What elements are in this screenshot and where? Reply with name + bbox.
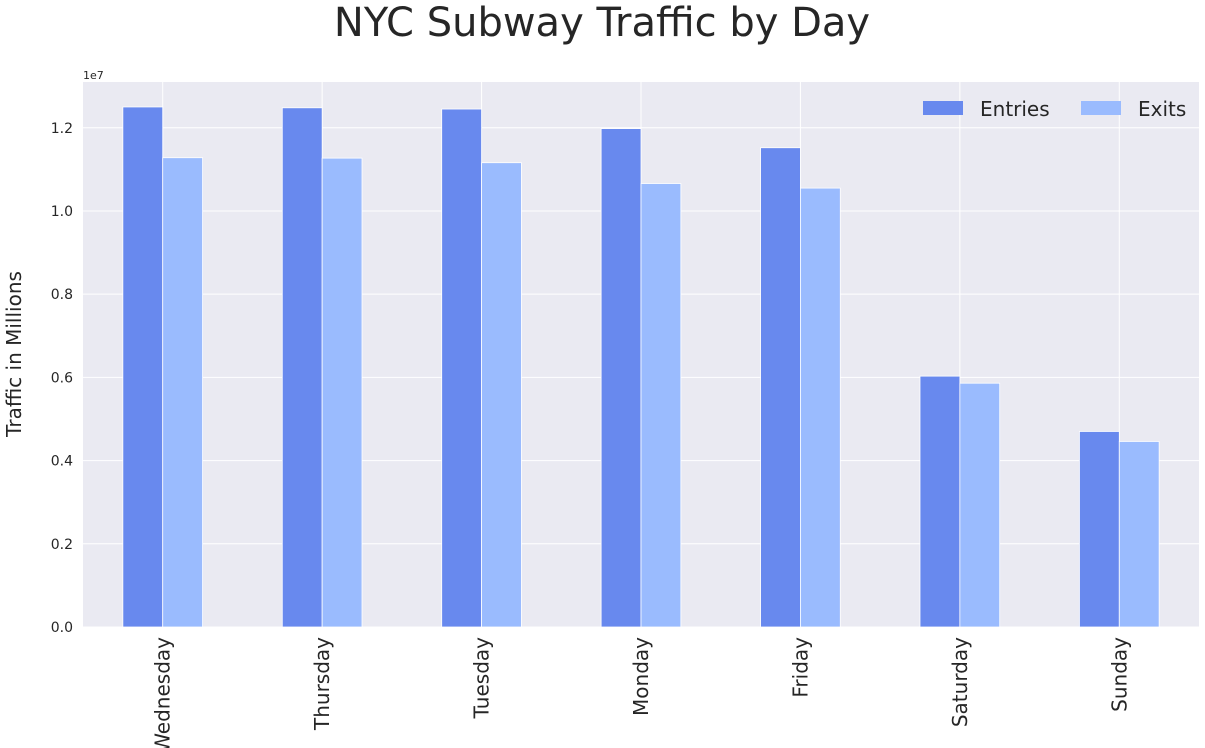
y-axis-ticks: 0.0 0.2 0.4 0.6 0.8 1.0 1.2 [51,121,73,636]
legend: Entries Exits [923,97,1186,121]
x-tick-label: Saturday [948,637,972,727]
bar-entries-saturday [919,375,961,628]
y-tick-label: 0.2 [51,537,73,553]
x-tick-label: Wednesday [151,637,175,748]
bar-entries-friday [760,147,801,628]
legend-label-exits: Exits [1138,97,1186,121]
x-tick-label: Tuesday [470,637,494,720]
x-tick-label: Thursday [310,637,334,731]
x-tick-label: Friday [788,637,812,698]
y-tick-label: 1.0 [51,204,73,220]
bar-exits-wednesday [162,157,203,628]
bar-entries-monday [600,128,642,628]
bar-entries-tuesday [441,108,482,628]
bar-entries-thursday [281,107,323,628]
y-tick-label: 0.6 [51,370,73,386]
y-tick-label: 0.4 [51,454,73,470]
bar-exits-saturday [959,382,1001,628]
chart-title: NYC Subway Traffic by Day [334,0,870,46]
bar-exits-sunday [1118,441,1160,628]
y-axis-label: Traffic in Millions [2,271,26,438]
x-tick-label: Sunday [1107,637,1131,712]
bar-entries-sunday [1079,431,1120,628]
bar-exits-monday [640,183,682,628]
bar-entries-wednesday [122,106,164,628]
legend-swatch-entries [923,101,963,115]
bars [122,106,1160,628]
bar-exits-friday [800,187,841,628]
y-tick-label: 0.8 [51,287,73,303]
x-axis-ticks: Wednesday Thursday Tuesday Monday Friday Satu… [151,637,1132,748]
y-tick-label: 1.2 [51,121,73,137]
legend-label-entries: Entries [980,97,1050,121]
bar-exits-tuesday [481,162,522,628]
y-axis-offset-label: 1e7 [83,69,104,82]
legend-swatch-exits [1081,101,1121,115]
bar-exits-thursday [321,157,363,628]
x-tick-label: Monday [629,637,653,716]
y-tick-label: 0.0 [51,620,73,636]
